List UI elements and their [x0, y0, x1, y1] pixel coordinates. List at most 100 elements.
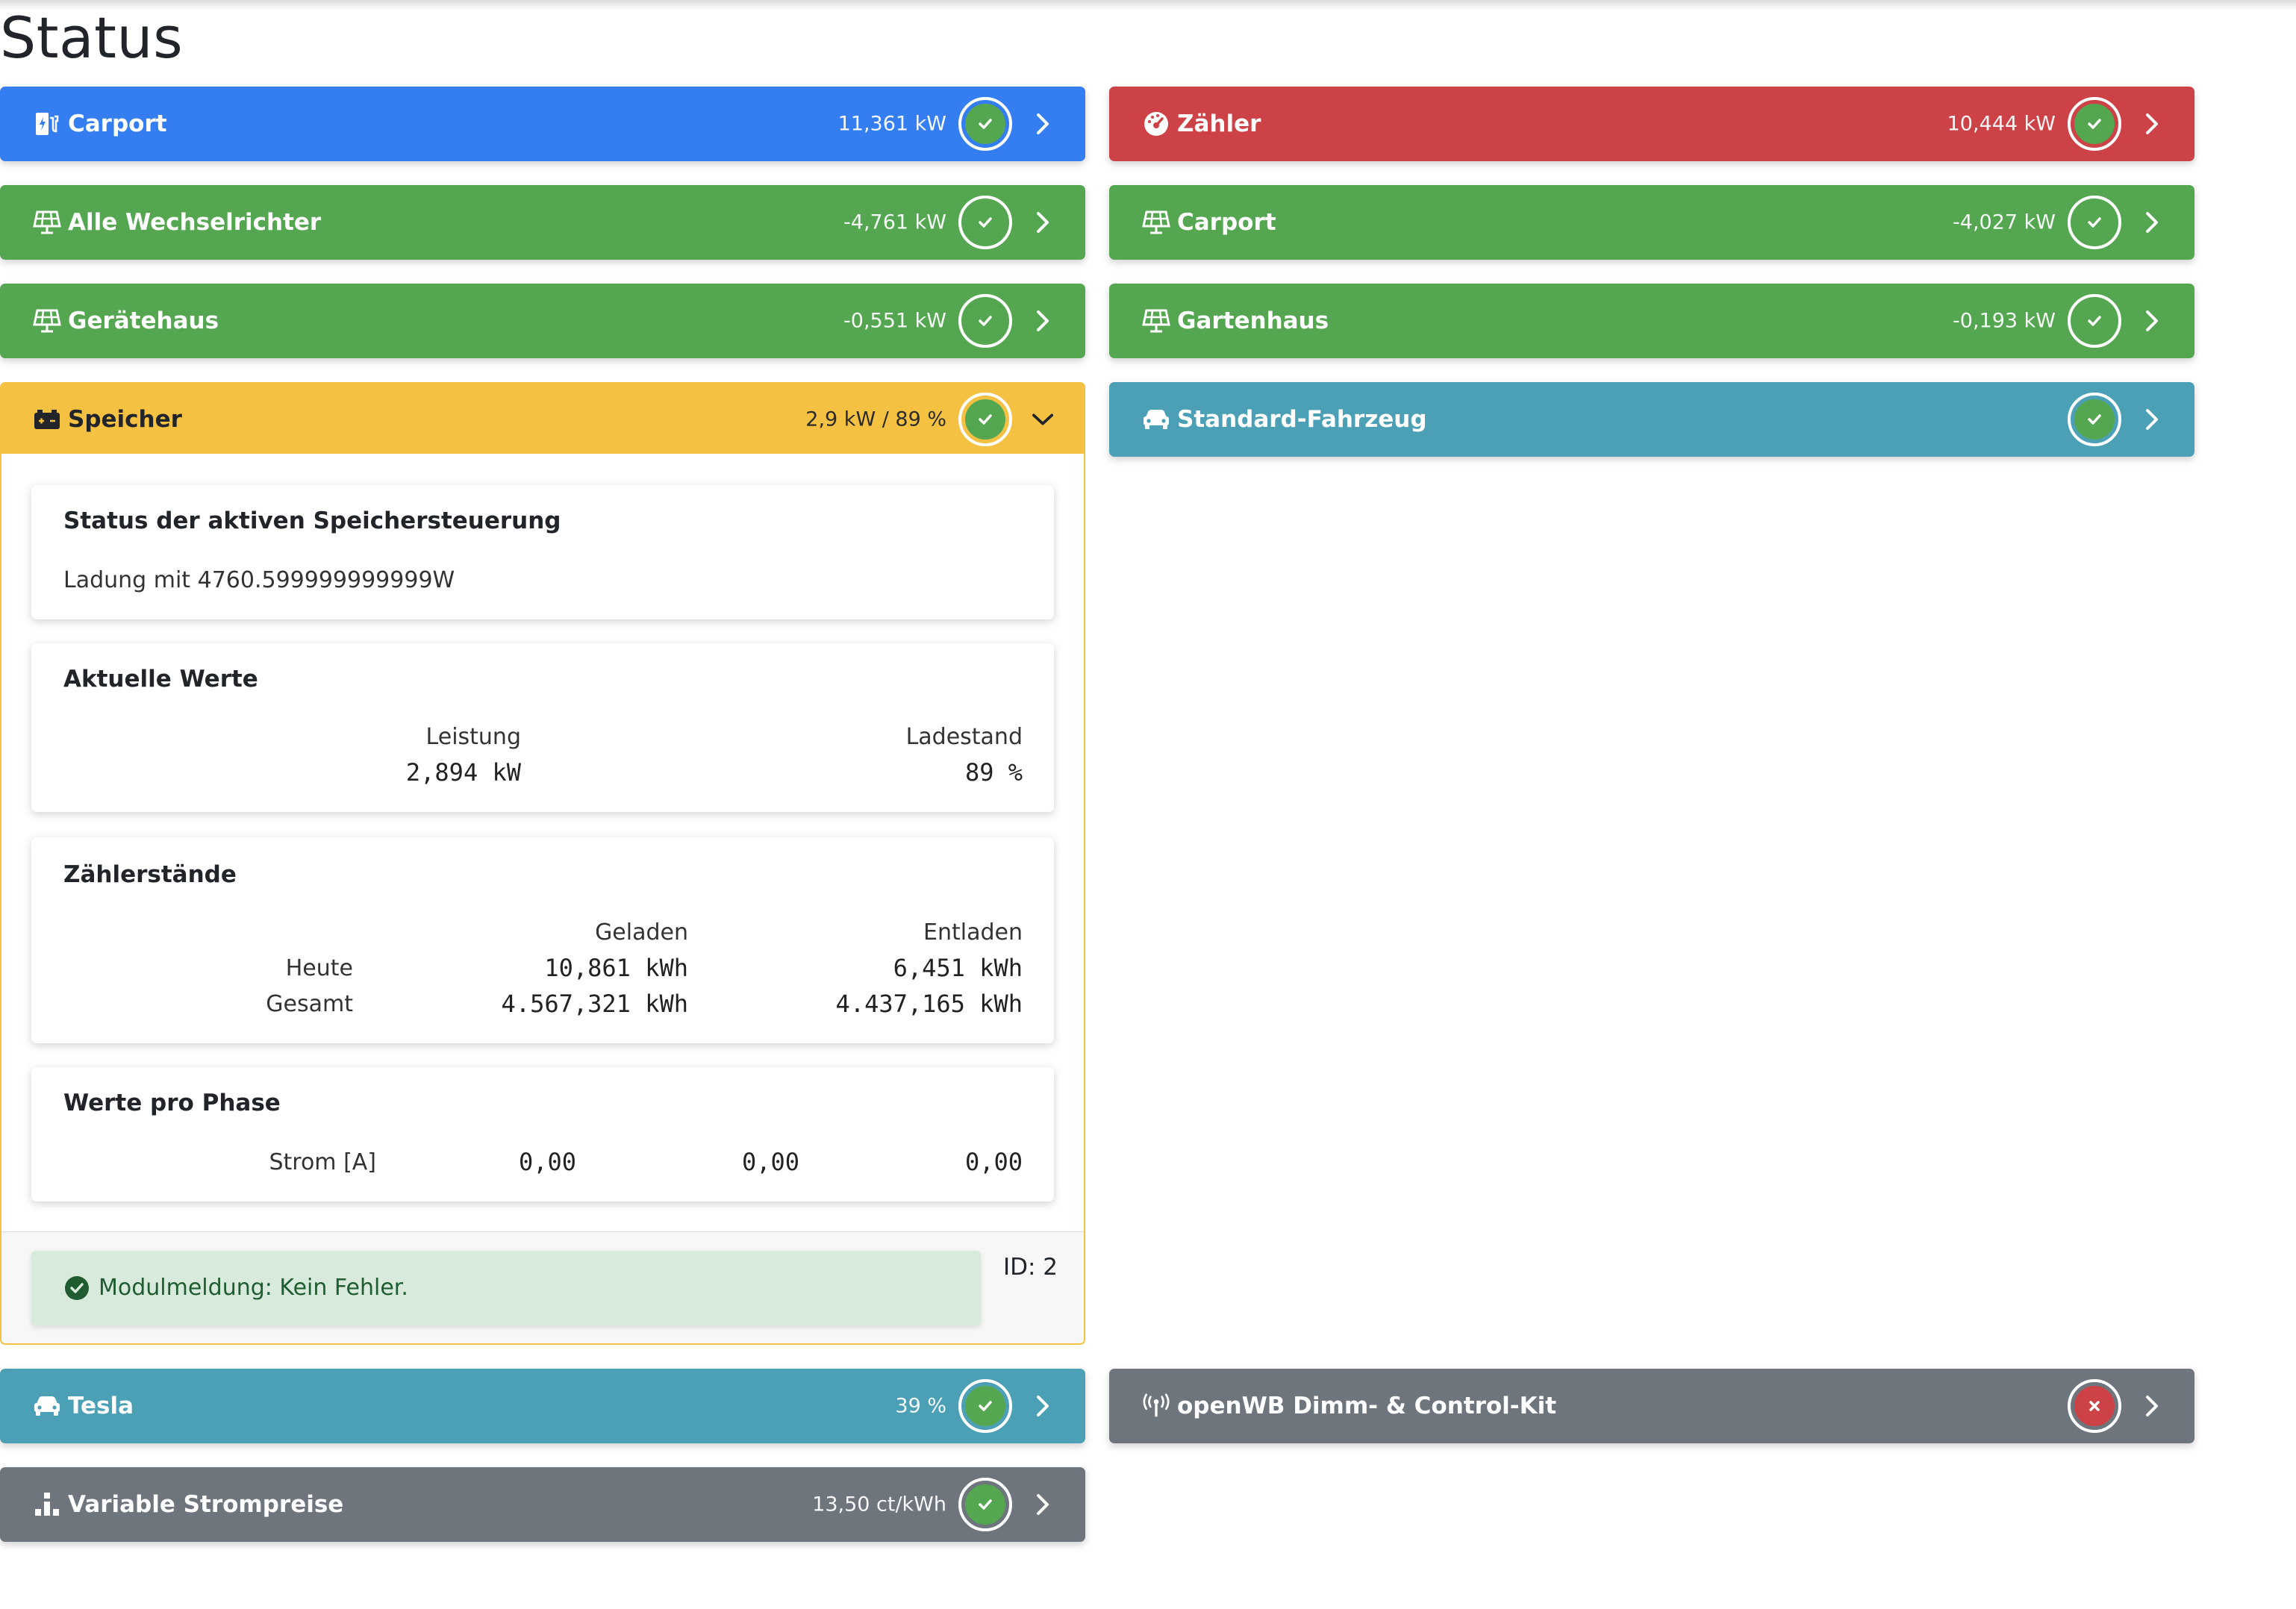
car-icon — [33, 1392, 61, 1420]
power-value: 2,894 kW — [405, 758, 521, 787]
card-tesla[interactable]: Tesla 39 % — [0, 1369, 1085, 1443]
module-message-text: Modulmeldung: Kein Fehler. — [99, 1275, 408, 1301]
card-title: Werte pro Phase — [63, 1090, 281, 1116]
status-ok-badge — [958, 393, 1012, 446]
check-icon — [979, 316, 992, 326]
solar-panel-icon — [1142, 307, 1170, 335]
phase-1-value: 0,00 — [518, 1148, 576, 1176]
status-ok-badge — [2068, 294, 2121, 348]
today-charged: 10,861 kWh — [544, 954, 688, 982]
status-ok-badge — [2068, 393, 2121, 446]
check-icon — [979, 217, 992, 228]
card-zaehler[interactable]: Zähler 10,444 kW — [1109, 87, 2194, 161]
soc-label: Ladestand — [905, 724, 1023, 750]
card-value: -4,761 kW — [843, 210, 946, 234]
check-icon — [979, 1401, 992, 1411]
x-icon — [2089, 1401, 2100, 1411]
module-id-label: ID: 2 — [1003, 1254, 1058, 1281]
card-title: Carport — [1177, 209, 1276, 236]
status-ok-badge — [2068, 196, 2121, 249]
row-label-today: Heute — [285, 955, 353, 981]
card-value: 39 % — [895, 1394, 946, 1418]
solar-panel-icon — [33, 307, 61, 335]
card-title: Standard-Fahrzeug — [1177, 406, 1427, 433]
status-ok-badge — [958, 196, 1012, 249]
chevron-down-icon[interactable] — [1032, 408, 1054, 431]
solar-panel-icon — [33, 208, 61, 237]
chevron-right-icon[interactable] — [1032, 211, 1054, 234]
card-title: openWB Dimm- & Control-Kit — [1177, 1393, 1557, 1419]
col-charged-label: Geladen — [595, 919, 688, 946]
page-title: Status — [0, 4, 184, 71]
check-icon — [979, 414, 992, 425]
chevron-right-icon[interactable] — [2141, 408, 2163, 431]
card-value: -0,193 kW — [1953, 309, 2056, 333]
total-discharged: 4.437,165 kWh — [835, 990, 1023, 1018]
card-title: Speicher — [68, 406, 182, 433]
card-title: Tesla — [68, 1393, 134, 1419]
card-title: Gartenhaus — [1177, 307, 1329, 334]
card-carport-chargepoint[interactable]: Carport 11,361 kW — [0, 87, 1085, 161]
card-geraetehaus[interactable]: Gerätehaus -0,551 kW — [0, 284, 1085, 358]
row-label-total: Gesamt — [266, 991, 353, 1017]
current-values-card: Aktuelle Werte Leistung 2,894 kW Ladesta… — [31, 643, 1054, 812]
status-ok-badge — [958, 1379, 1012, 1433]
card-value: 13,50 ct/kWh — [812, 1493, 946, 1516]
car-icon — [1142, 405, 1170, 434]
antenna-icon — [1142, 1392, 1170, 1420]
card-title: Carport — [68, 110, 167, 137]
chevron-right-icon[interactable] — [2141, 1395, 2163, 1417]
card-title: Status der aktiven Speichersteuerung — [63, 507, 561, 534]
card-value: -4,027 kW — [1953, 210, 2056, 234]
check-circle-icon — [64, 1275, 90, 1301]
status-error-badge — [2068, 1379, 2121, 1433]
card-value: 2,9 kW / 89 % — [805, 407, 946, 431]
card-carport-pv[interactable]: Carport -4,027 kW — [1109, 185, 2194, 260]
card-title: Zählerstände — [63, 861, 237, 888]
card-variable-strompreise[interactable]: Variable Strompreise 13,50 ct/kWh — [0, 1467, 1085, 1542]
phase-current-label: Strom [A] — [269, 1149, 376, 1175]
total-charged: 4.567,321 kWh — [501, 990, 688, 1018]
card-dimm-control-kit[interactable]: openWB Dimm- & Control-Kit — [1109, 1369, 2194, 1443]
card-value: 11,361 kW — [837, 112, 946, 136]
check-icon — [2088, 316, 2101, 326]
card-alle-wechselrichter[interactable]: Alle Wechselrichter -4,761 kW — [0, 185, 1085, 260]
card-value: 10,444 kW — [1947, 112, 2056, 136]
chevron-right-icon[interactable] — [2141, 211, 2163, 234]
gauge-icon — [1142, 110, 1170, 138]
card-value: -0,551 kW — [843, 309, 946, 333]
chevron-right-icon[interactable] — [2141, 310, 2163, 332]
status-ok-badge — [958, 1478, 1012, 1531]
check-icon — [979, 119, 992, 129]
status-ok-badge — [2068, 97, 2121, 151]
chevron-right-icon[interactable] — [1032, 113, 1054, 135]
top-shadow — [0, 0, 2296, 10]
soc-value: 89 % — [964, 758, 1023, 787]
card-title: Variable Strompreise — [68, 1491, 344, 1518]
card-title: Gerätehaus — [68, 307, 219, 334]
chevron-right-icon[interactable] — [2141, 113, 2163, 135]
phase-3-value: 0,00 — [964, 1148, 1023, 1176]
card-gartenhaus[interactable]: Gartenhaus -0,193 kW — [1109, 284, 2194, 358]
solar-panel-icon — [1142, 208, 1170, 237]
chevron-right-icon[interactable] — [1032, 1395, 1054, 1417]
battery-icon — [33, 405, 61, 434]
today-discharged: 6,451 kWh — [893, 954, 1023, 982]
control-status-text: Ladung mit 4760.599999999999W — [63, 567, 455, 593]
charging-station-icon — [33, 110, 61, 138]
counters-card: Zählerstände Geladen Entladen Heute 10,8… — [31, 837, 1054, 1043]
phase-2-value: 0,00 — [741, 1148, 799, 1176]
chevron-right-icon[interactable] — [1032, 1493, 1054, 1516]
power-label: Leistung — [425, 724, 521, 750]
phase-values-card: Werte pro Phase Strom [A] 0,00 0,00 0,00 — [31, 1067, 1054, 1202]
chevron-right-icon[interactable] — [1032, 310, 1054, 332]
card-title: Alle Wechselrichter — [68, 209, 322, 236]
card-title: Aktuelle Werte — [63, 666, 258, 693]
card-speicher[interactable]: Speicher 2,9 kW / 89 % — [0, 382, 1085, 457]
check-icon — [2088, 119, 2101, 129]
check-icon — [979, 1499, 992, 1510]
card-standard-fahrzeug[interactable]: Standard-Fahrzeug — [1109, 382, 2194, 457]
price-chart-icon — [33, 1490, 61, 1519]
module-message-alert: Modulmeldung: Kein Fehler. — [31, 1251, 981, 1325]
status-ok-badge — [958, 294, 1012, 348]
